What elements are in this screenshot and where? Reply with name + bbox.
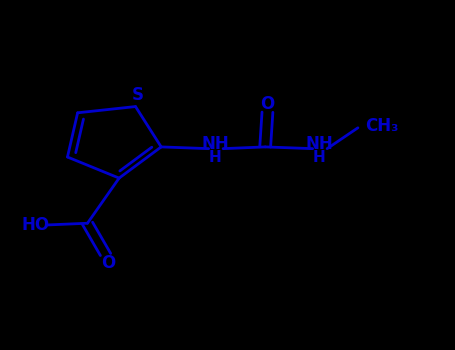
Text: O: O — [260, 94, 274, 112]
Text: NH: NH — [306, 135, 334, 154]
Text: NH: NH — [202, 135, 229, 154]
Text: H: H — [209, 150, 222, 165]
Text: O: O — [101, 254, 115, 272]
Text: HO: HO — [21, 216, 50, 234]
Text: H: H — [313, 150, 326, 165]
Text: S: S — [132, 86, 144, 104]
Text: CH₃: CH₃ — [364, 117, 398, 135]
